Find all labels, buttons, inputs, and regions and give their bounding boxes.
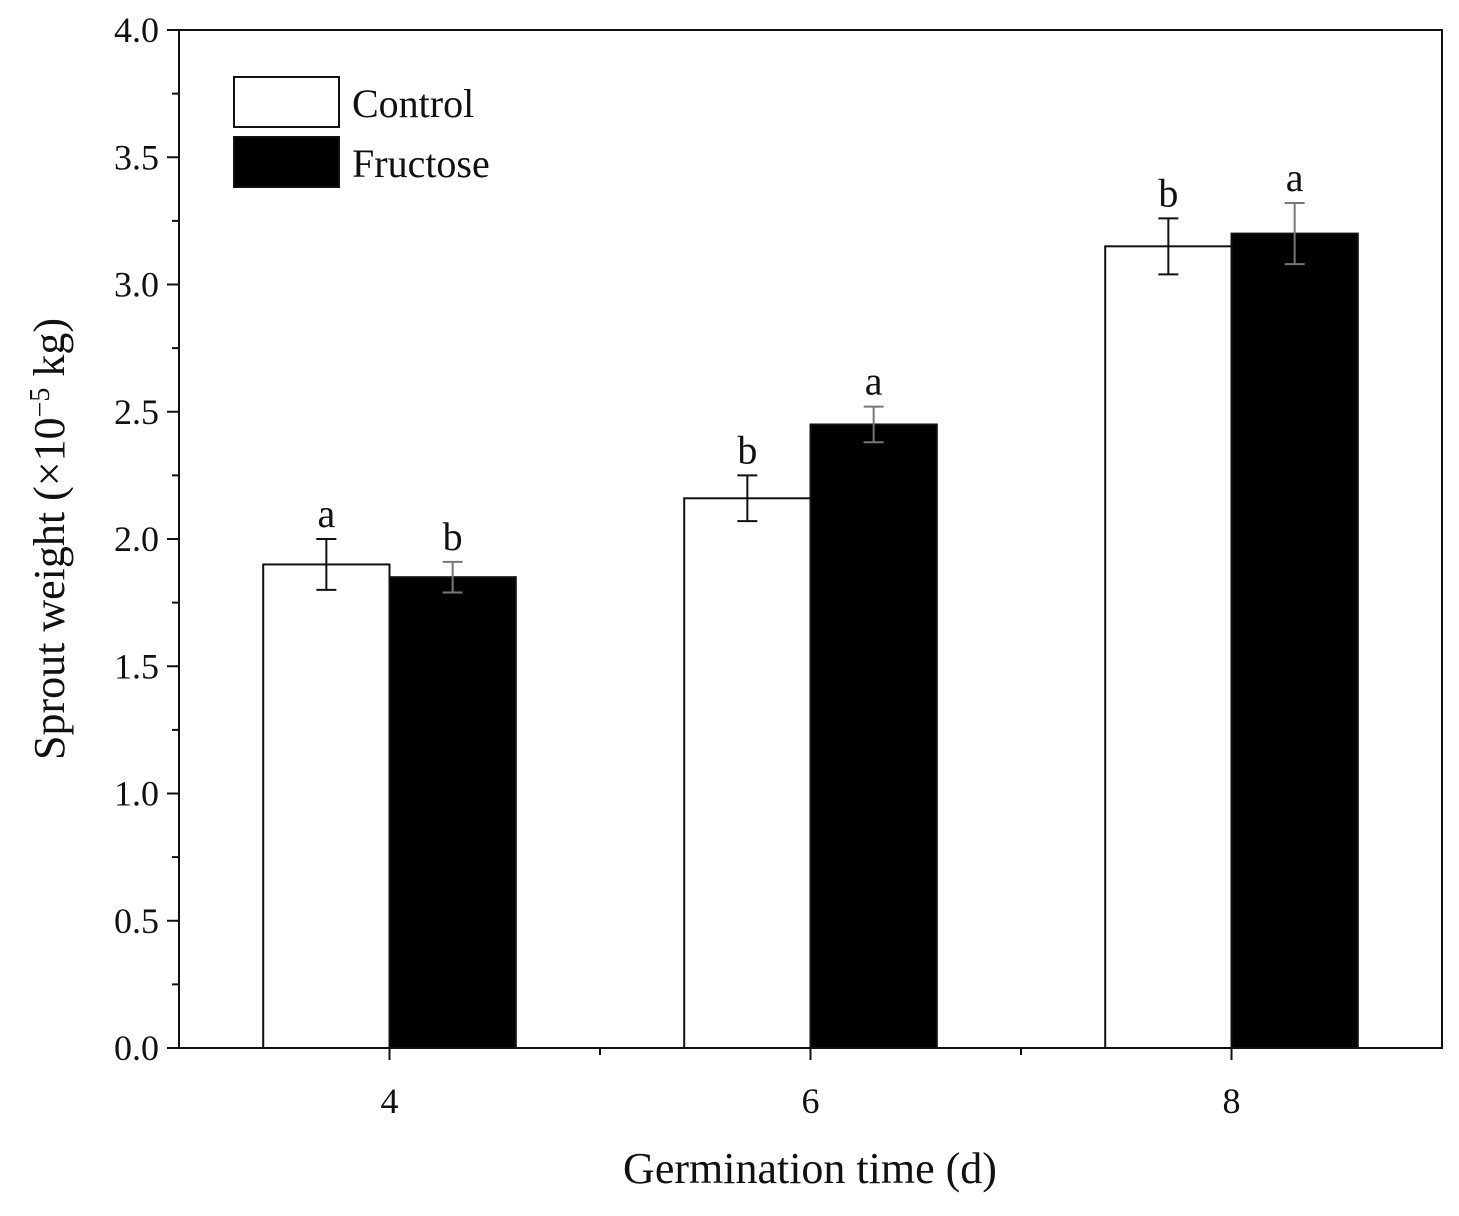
y-tick-label: 2.5 (114, 392, 159, 432)
y-tick-label: 1.0 (114, 774, 159, 814)
legend-swatch-control (233, 76, 340, 128)
y-axis-title-prefix: Sprout weight (×10 (25, 417, 74, 760)
y-axis: 0.0 0.5 1.0 1.5 2.0 2.5 3.0 3.5 4.0 (114, 10, 179, 1068)
legend: Control Fructose (233, 76, 490, 188)
bar-control (1104, 245, 1233, 1049)
legend-swatch-fructose (233, 136, 340, 188)
y-tick-label: 0.5 (114, 901, 159, 941)
y-tick-label: 3.0 (114, 265, 159, 305)
bar-fructose (1230, 232, 1359, 1050)
x-tick-label: 6 (802, 1081, 820, 1121)
significance-letters: a b b b a a (317, 155, 1303, 559)
significance-letter: a (865, 359, 883, 404)
y-tick-label: 4.0 (114, 10, 159, 50)
significance-letter: b (443, 514, 463, 559)
bar-control (683, 497, 812, 1049)
significance-letter: a (317, 491, 335, 536)
x-axis-title: Germination time (d) (623, 1144, 997, 1193)
x-axis: 4 6 8 (381, 1048, 1241, 1121)
bar-control (262, 563, 391, 1049)
bar-fructose (809, 423, 938, 1050)
significance-letter: b (737, 427, 757, 472)
legend-label-fructose: Fructose (352, 141, 490, 186)
y-axis-title-suffix: kg) (25, 318, 74, 388)
significance-letter: a (1286, 155, 1304, 200)
y-tick-label: 2.0 (114, 519, 159, 559)
x-tick-label: 4 (381, 1081, 399, 1121)
bar-fructose (388, 576, 517, 1049)
bars (262, 232, 1359, 1050)
y-tick-label: 0.0 (114, 1028, 159, 1068)
legend-label-control: Control (352, 81, 474, 126)
significance-letter: b (1158, 170, 1178, 215)
error-bars (316, 202, 1305, 594)
x-tick-label: 8 (1223, 1081, 1241, 1121)
y-axis-title-exponent: −5 (25, 388, 56, 418)
y-axis-title: Sprout weight (×10−5 kg) (25, 318, 75, 760)
y-tick-label: 3.5 (114, 137, 159, 177)
y-tick-label: 1.5 (114, 646, 159, 686)
